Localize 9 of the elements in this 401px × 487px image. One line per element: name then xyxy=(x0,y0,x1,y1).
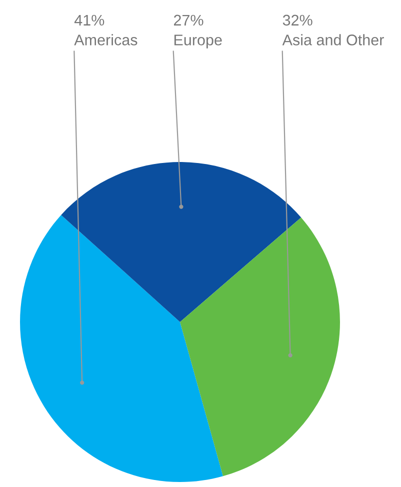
slice-label: Americas xyxy=(74,34,138,46)
slice-label: Asia and Other xyxy=(282,34,384,46)
data-label: 27% xyxy=(174,14,204,26)
pie-slice xyxy=(180,217,340,476)
pie-slice xyxy=(20,214,224,482)
data-label: 41% xyxy=(74,14,104,26)
pie-slice xyxy=(61,162,302,322)
slice-label: Europe xyxy=(174,34,222,48)
data-label: 32% xyxy=(282,14,312,26)
